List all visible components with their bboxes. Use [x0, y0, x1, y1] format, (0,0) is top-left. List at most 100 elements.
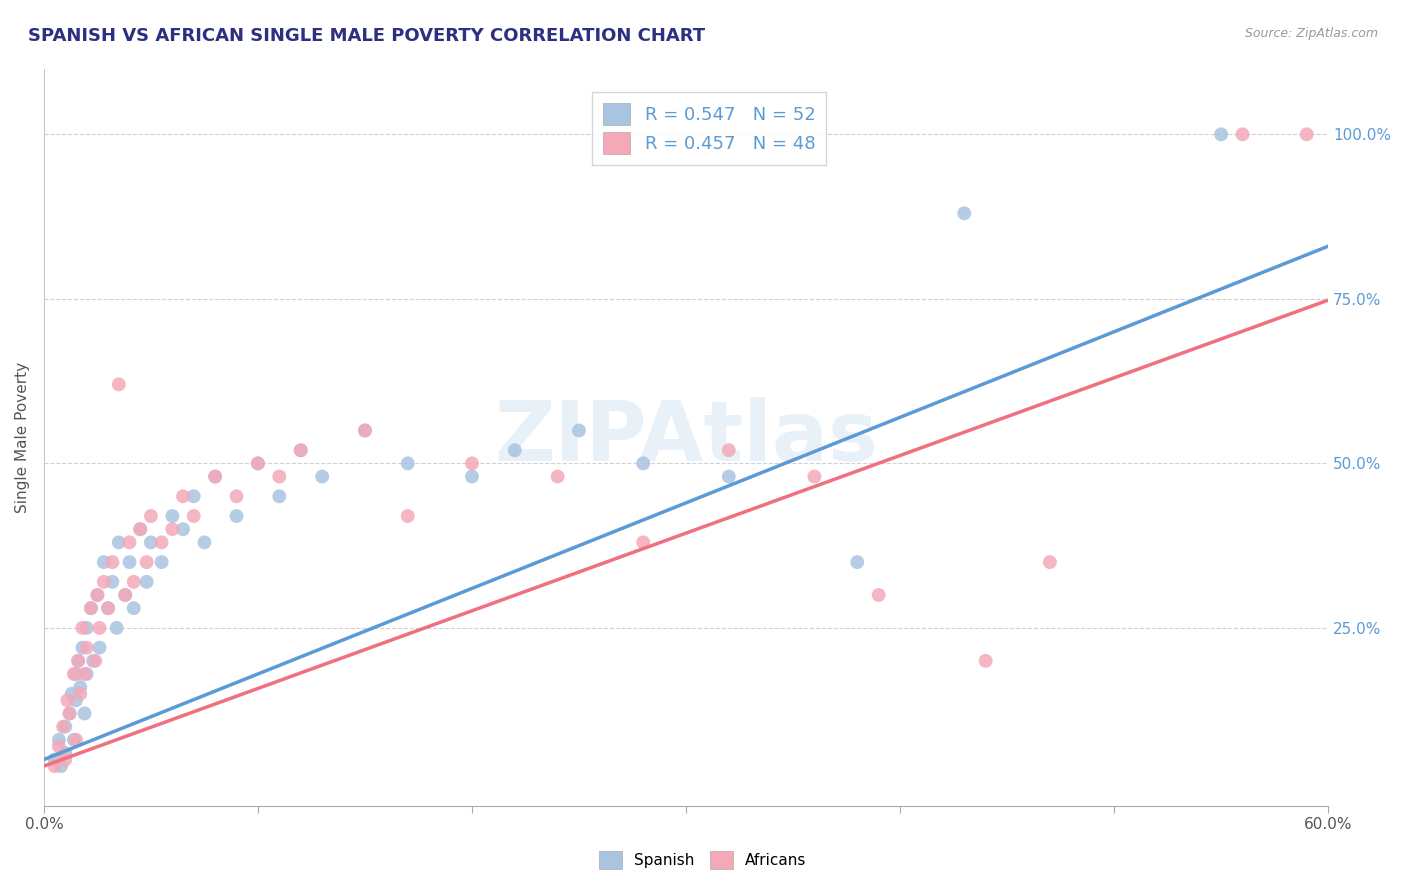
Point [73, 667, 96, 681]
Point [118, 535, 141, 549]
Point [63, 732, 86, 747]
Point [974, 654, 997, 668]
Point [461, 469, 484, 483]
Point [311, 469, 333, 483]
Point [52, 720, 75, 734]
Point [246, 456, 269, 470]
Point [1211, 128, 1233, 142]
Point [290, 443, 312, 458]
Point [631, 535, 654, 549]
Legend: Spanish, Africans: Spanish, Africans [593, 845, 813, 875]
Point [93, 574, 115, 589]
Y-axis label: Single Male Poverty: Single Male Poverty [15, 361, 30, 513]
Point [162, 509, 184, 524]
Point [65, 693, 87, 707]
Point [58, 706, 80, 721]
Point [69, 680, 91, 694]
Point [354, 424, 377, 438]
Point [60, 687, 83, 701]
Point [107, 377, 129, 392]
Point [225, 489, 247, 503]
Point [122, 601, 145, 615]
Legend: R = 0.547   N = 52, R = 0.457   N = 48: R = 0.547 N = 52, R = 0.457 N = 48 [592, 92, 827, 165]
Text: ZIPAtlas: ZIPAtlas [494, 397, 877, 477]
Point [44, 752, 66, 766]
Point [135, 555, 157, 569]
Point [461, 456, 484, 470]
Point [53, 752, 76, 766]
Point [69, 687, 91, 701]
Point [48, 739, 70, 754]
Point [101, 555, 124, 569]
Point [139, 509, 162, 524]
Point [48, 732, 70, 747]
Point [86, 588, 108, 602]
Point [63, 667, 86, 681]
Point [193, 535, 215, 549]
Point [183, 489, 205, 503]
Text: Source: ZipAtlas.com: Source: ZipAtlas.com [1244, 27, 1378, 40]
Point [135, 574, 157, 589]
Point [97, 601, 120, 615]
Point [53, 720, 76, 734]
Point [49, 759, 72, 773]
Point [107, 535, 129, 549]
Point [72, 621, 94, 635]
Point [204, 469, 226, 483]
Point [631, 456, 654, 470]
Point [846, 555, 869, 569]
Point [65, 732, 87, 747]
Point [547, 469, 569, 483]
Point [503, 443, 526, 458]
Point [89, 640, 111, 655]
Point [139, 535, 162, 549]
Point [717, 469, 740, 483]
Point [97, 601, 120, 615]
Point [76, 640, 98, 655]
Point [150, 535, 173, 549]
Point [80, 601, 103, 615]
Point [44, 759, 66, 773]
Point [72, 640, 94, 655]
Point [129, 522, 152, 536]
Point [150, 555, 173, 569]
Point [162, 522, 184, 536]
Point [269, 469, 291, 483]
Point [204, 469, 226, 483]
Point [1039, 555, 1062, 569]
Point [172, 489, 194, 503]
Point [269, 489, 291, 503]
Point [89, 621, 111, 635]
Point [65, 667, 87, 681]
Point [129, 522, 152, 536]
Point [568, 424, 591, 438]
Point [290, 443, 312, 458]
Point [246, 456, 269, 470]
Point [105, 621, 128, 635]
Point [101, 574, 124, 589]
Point [172, 522, 194, 536]
Point [396, 509, 419, 524]
Point [396, 456, 419, 470]
Point [114, 588, 136, 602]
Point [803, 469, 825, 483]
Point [76, 621, 98, 635]
Point [86, 588, 108, 602]
Point [183, 509, 205, 524]
Point [114, 588, 136, 602]
Point [80, 601, 103, 615]
Point [953, 206, 976, 220]
Point [67, 654, 90, 668]
Point [93, 555, 115, 569]
Point [67, 654, 90, 668]
Point [76, 667, 98, 681]
Point [225, 509, 247, 524]
Point [868, 588, 890, 602]
Point [56, 693, 79, 707]
Point [1295, 128, 1317, 142]
Point [84, 654, 107, 668]
Point [82, 654, 104, 668]
Point [354, 424, 377, 438]
Point [53, 746, 76, 760]
Point [73, 706, 96, 721]
